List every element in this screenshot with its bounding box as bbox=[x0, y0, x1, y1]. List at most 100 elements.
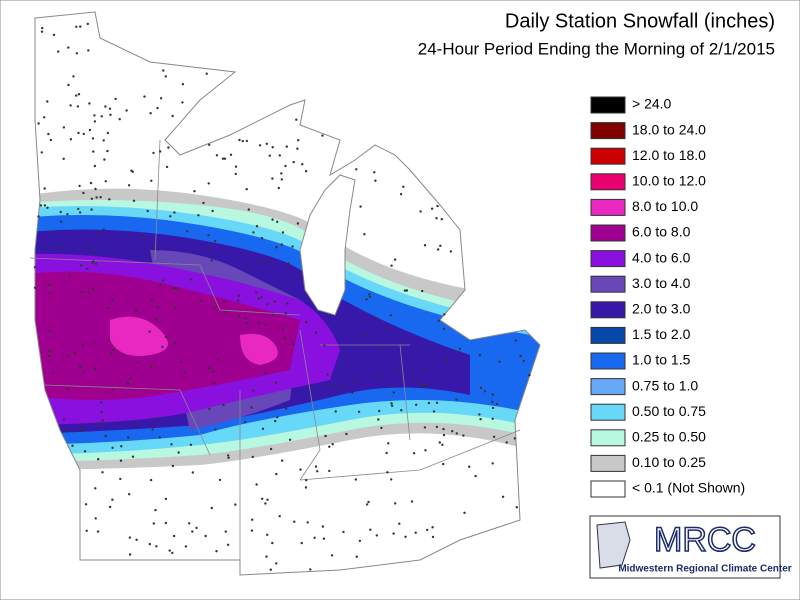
station-dot bbox=[217, 358, 220, 361]
station-dot bbox=[365, 503, 369, 506]
station-dot bbox=[468, 465, 471, 468]
station-dot bbox=[101, 471, 104, 474]
station-dot bbox=[431, 526, 434, 529]
station-dot bbox=[175, 287, 178, 290]
station-dot bbox=[415, 403, 418, 406]
station-dot bbox=[250, 406, 253, 409]
station-dot bbox=[155, 418, 158, 421]
station-dots bbox=[33, 22, 531, 571]
station-dot bbox=[462, 434, 465, 437]
station-dot bbox=[513, 437, 516, 440]
station-dot bbox=[150, 179, 153, 182]
station-dot bbox=[222, 403, 225, 407]
station-dot bbox=[95, 196, 98, 199]
station-dot bbox=[202, 201, 205, 205]
station-dot bbox=[229, 153, 233, 156]
station-dot bbox=[515, 506, 518, 509]
station-dot bbox=[93, 164, 97, 168]
station-dot bbox=[430, 207, 434, 210]
station-dot bbox=[342, 530, 345, 534]
station-dot bbox=[106, 149, 109, 153]
station-dot bbox=[437, 319, 440, 322]
station-dot bbox=[392, 391, 395, 394]
station-dot bbox=[87, 49, 90, 52]
station-dot bbox=[252, 231, 255, 234]
station-dot bbox=[224, 310, 227, 314]
station-dot bbox=[479, 386, 483, 389]
station-dot bbox=[266, 533, 269, 536]
station-dot bbox=[125, 109, 128, 112]
station-dot bbox=[340, 383, 343, 386]
legend-label: 12.0 to 18.0 bbox=[632, 147, 706, 163]
station-dot bbox=[495, 402, 499, 406]
station-dot bbox=[107, 339, 111, 342]
station-dot bbox=[111, 498, 114, 501]
station-dot bbox=[269, 568, 272, 571]
station-dot bbox=[278, 154, 281, 157]
station-dot bbox=[285, 407, 288, 410]
station-dot bbox=[398, 522, 401, 525]
station-dot bbox=[237, 294, 240, 297]
station-dot bbox=[48, 350, 52, 353]
station-dot bbox=[152, 151, 155, 155]
station-dot bbox=[528, 373, 531, 377]
station-dot bbox=[390, 478, 393, 481]
station-dot bbox=[78, 184, 81, 188]
station-dot bbox=[118, 118, 121, 121]
station-dot bbox=[331, 443, 334, 446]
station-dot bbox=[394, 502, 397, 505]
station-dot bbox=[449, 250, 453, 253]
station-dot bbox=[385, 451, 388, 455]
legend-swatch bbox=[590, 275, 626, 293]
station-dot bbox=[326, 373, 329, 376]
band bbox=[240, 333, 278, 365]
station-dot bbox=[148, 542, 151, 546]
station-dot bbox=[260, 236, 264, 240]
station-dot bbox=[59, 210, 62, 214]
station-dot bbox=[252, 389, 255, 392]
station-dot bbox=[128, 493, 131, 496]
station-dot bbox=[77, 207, 80, 211]
station-dot bbox=[368, 295, 372, 298]
station-dot bbox=[62, 126, 66, 129]
station-dot bbox=[91, 137, 95, 140]
station-dot bbox=[304, 170, 308, 173]
station-dot bbox=[73, 351, 76, 354]
station-dot bbox=[80, 290, 84, 294]
station-dot bbox=[226, 543, 230, 546]
station-dot bbox=[164, 521, 167, 525]
station-dot bbox=[424, 383, 427, 387]
station-dot bbox=[82, 132, 86, 136]
station-dot bbox=[359, 205, 362, 208]
station-dot bbox=[255, 291, 258, 294]
station-dot bbox=[222, 299, 226, 303]
station-dot bbox=[75, 94, 78, 97]
station-dot bbox=[306, 521, 309, 524]
station-dot bbox=[94, 187, 97, 191]
station-dot bbox=[281, 231, 285, 234]
legend-swatch bbox=[590, 326, 626, 344]
station-dot bbox=[48, 329, 51, 332]
station-dot bbox=[93, 367, 97, 370]
station-dot bbox=[51, 231, 54, 234]
station-dot bbox=[92, 150, 95, 153]
station-dot bbox=[111, 299, 114, 302]
station-dot bbox=[412, 452, 416, 455]
station-dot bbox=[296, 147, 299, 150]
station-dot bbox=[164, 497, 168, 501]
station-dot bbox=[261, 497, 264, 500]
station-dot bbox=[277, 186, 280, 190]
station-dot bbox=[417, 379, 420, 382]
station-dot bbox=[458, 347, 462, 350]
station-dot bbox=[334, 410, 337, 413]
station-dot bbox=[127, 184, 131, 187]
station-dot bbox=[427, 401, 431, 405]
station-dot bbox=[37, 122, 40, 125]
legend-label: < 0.1 (Not Shown) bbox=[632, 480, 745, 496]
station-dot bbox=[522, 359, 525, 363]
station-dot bbox=[286, 302, 289, 305]
station-dot bbox=[305, 320, 308, 324]
station-dot bbox=[89, 181, 93, 185]
station-dot bbox=[442, 433, 446, 437]
station-dot bbox=[39, 204, 43, 207]
